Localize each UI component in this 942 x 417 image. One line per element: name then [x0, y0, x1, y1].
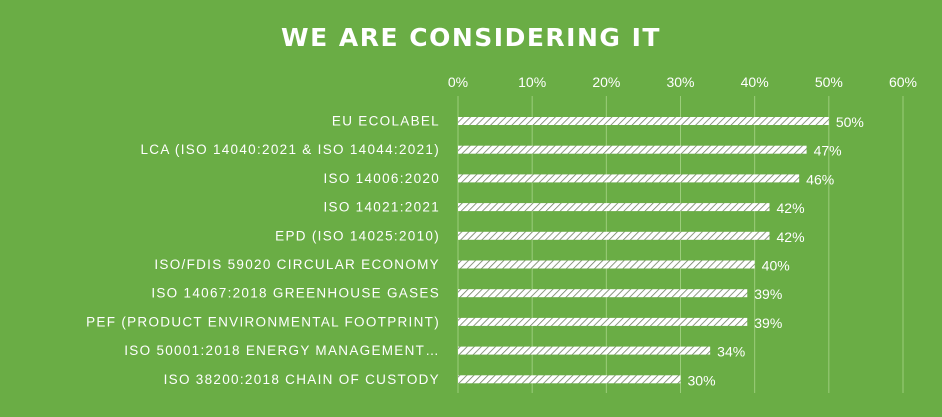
category-label: ISO 14067:2018 GREENHOUSE GASES [151, 286, 440, 301]
category-label: ISO 14006:2020 [323, 171, 440, 186]
category-label: ISO/FDIS 59020 CIRCULAR ECONOMY [154, 257, 440, 272]
x-tick-label: 20% [592, 74, 620, 90]
gridlines [457, 96, 904, 393]
x-axis-ticks: 0% 10% 20% 30% 40% 50% 60% [448, 74, 917, 90]
category-label: ISO 14021:2021 [323, 200, 440, 215]
category-label: ISO 38200:2018 CHAIN OF CUSTODY [164, 372, 440, 387]
category-label: EU ECOLABEL [332, 114, 440, 129]
bars [458, 117, 829, 384]
x-tick-label: 50% [815, 74, 843, 90]
bar [458, 260, 755, 269]
x-tick-label: 30% [666, 74, 694, 90]
x-tick-label: 60% [889, 74, 917, 90]
bar [458, 375, 681, 384]
category-label: ISO 50001:2018 ENERGY MANAGEMENT… [124, 343, 440, 358]
data-label: 40% [762, 258, 790, 274]
data-label: 47% [814, 143, 842, 159]
category-label: LCA (ISO 14040:2021 & ISO 14044:2021) [140, 142, 440, 157]
y-axis-categories: EU ECOLABEL LCA (ISO 14040:2021 & ISO 140… [86, 114, 440, 387]
data-label: 42% [777, 229, 805, 245]
bar [458, 231, 770, 240]
data-label: 50% [836, 114, 864, 130]
data-label: 39% [754, 286, 782, 302]
data-labels: 50%47%46%42%42%40%39%39%34%30% [688, 114, 864, 388]
bar [458, 346, 711, 355]
x-tick-label: 10% [518, 74, 546, 90]
x-tick-label: 40% [741, 74, 769, 90]
bar [458, 145, 807, 154]
bar [458, 203, 770, 212]
data-label: 39% [754, 315, 782, 331]
x-tick-label: 0% [448, 74, 468, 90]
bar [458, 317, 748, 326]
bar [458, 289, 748, 298]
bar [458, 117, 829, 125]
data-label: 34% [717, 344, 745, 360]
bar [458, 174, 800, 183]
data-label: 46% [806, 171, 834, 187]
category-label: EPD (ISO 14025:2010) [275, 228, 440, 243]
category-label: PEF (PRODUCT ENVIRONMENTAL FOOTPRINT) [86, 314, 440, 329]
data-label: 30% [688, 372, 716, 388]
data-label: 42% [777, 200, 805, 216]
chart-title: WE ARE CONSIDERING IT [281, 23, 661, 52]
